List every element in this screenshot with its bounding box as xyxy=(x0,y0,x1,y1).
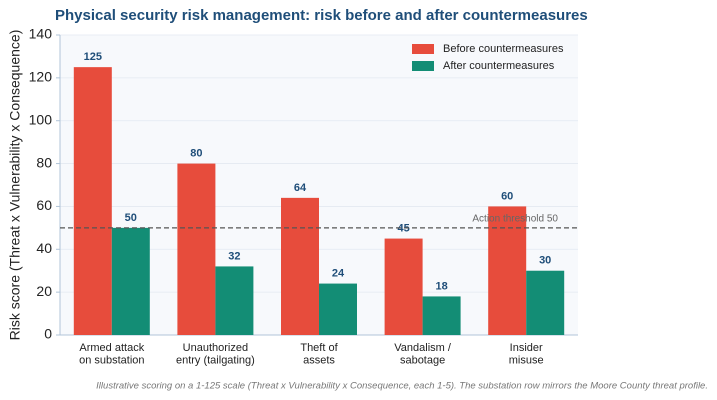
y-axis-label: Risk score (Threat x Vulnerability x Con… xyxy=(7,30,23,341)
x-tick-label: Insider misuse xyxy=(509,342,544,367)
bar xyxy=(319,283,357,335)
bar xyxy=(526,270,565,335)
bar xyxy=(281,197,319,335)
x-tick-label: Armed attack on substation xyxy=(79,342,145,367)
x-tick-label: Theft of assets xyxy=(300,342,338,367)
y-tick-label: 120 xyxy=(29,69,53,85)
value-label: 125 xyxy=(84,51,102,63)
value-label: 80 xyxy=(190,147,202,159)
bar xyxy=(422,296,461,335)
legend-swatch xyxy=(412,44,434,54)
y-tick-label: 100 xyxy=(29,111,53,127)
y-tick-label: 80 xyxy=(36,154,52,170)
bar xyxy=(111,227,150,335)
bar xyxy=(215,266,254,335)
y-tick-label: 20 xyxy=(36,283,52,299)
x-tick-label: Vandalism / sabotage xyxy=(394,342,452,367)
y-tick-label: 60 xyxy=(36,197,52,213)
value-label: 50 xyxy=(125,212,137,224)
legend-label: Before countermeasures xyxy=(443,43,564,55)
bar xyxy=(384,238,423,335)
bar xyxy=(488,206,527,335)
legend-swatch xyxy=(412,61,434,71)
value-label: 64 xyxy=(294,182,307,194)
y-tick-label: 40 xyxy=(36,240,52,256)
bar xyxy=(73,67,112,336)
y-tick-label: 0 xyxy=(44,326,52,342)
y-tick-label: 140 xyxy=(29,26,53,42)
value-label: 45 xyxy=(397,222,409,234)
value-label: 24 xyxy=(332,267,345,279)
legend-label: After countermeasures xyxy=(443,60,555,72)
value-label: 18 xyxy=(435,280,447,292)
value-label: 60 xyxy=(501,190,513,202)
threshold-label: Action threshold 50 xyxy=(472,213,558,224)
bar xyxy=(177,163,216,335)
x-tick-label: Unauthorized entry (tailgating) xyxy=(176,342,255,367)
chart-title: Physical security risk management: risk … xyxy=(55,7,588,24)
footnote: Illustrative scoring on a 1-125 scale (T… xyxy=(96,381,708,392)
value-label: 32 xyxy=(228,250,240,262)
value-label: 30 xyxy=(539,255,551,267)
